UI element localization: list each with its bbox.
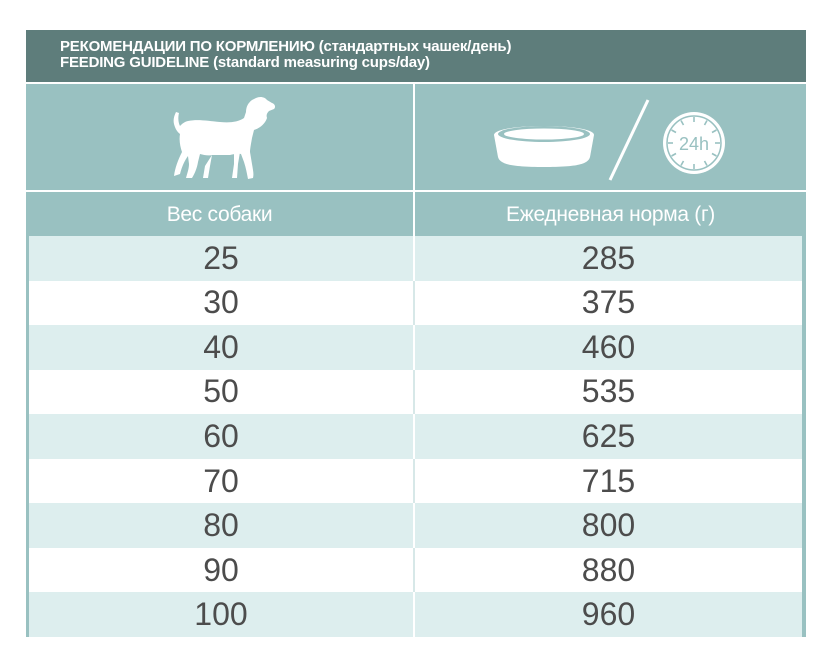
weight-cell: 50 bbox=[203, 373, 239, 410]
divider bbox=[26, 190, 806, 192]
title-line-en: FEEDING GUIDELINE (standard measuring cu… bbox=[60, 55, 806, 71]
header-weight: Вес собаки bbox=[166, 203, 273, 226]
bowl-icon bbox=[494, 126, 594, 167]
feeding-guideline-card: РЕКОМЕНДАЦИИ ПО КОРМЛЕНИЮ (стандартных ч… bbox=[26, 30, 806, 637]
amount-cell: 460 bbox=[581, 328, 636, 365]
weight-cell: 70 bbox=[203, 462, 239, 499]
table-row: 50 535 bbox=[29, 369, 802, 415]
weight-cell: 40 bbox=[203, 328, 239, 365]
header-daily-amount: Ежедневная норма (г) bbox=[506, 203, 715, 226]
amount-cell: 535 bbox=[581, 373, 636, 410]
title-en-main: FEEDING GUIDELINE bbox=[60, 54, 210, 71]
column-divider bbox=[413, 280, 415, 326]
header-row: Вес собаки Ежедневная норма (г) bbox=[26, 192, 806, 236]
column-divider bbox=[413, 236, 415, 281]
column-divider bbox=[413, 192, 415, 236]
column-divider bbox=[413, 458, 415, 504]
icon-row: 24h bbox=[26, 84, 806, 190]
amount-cell: 880 bbox=[581, 551, 636, 588]
data-table: 25 285 30 375 40 460 50 535 60 625 70 715 80 800 90 880… bbox=[29, 236, 802, 637]
weight-cell: 30 bbox=[203, 284, 239, 321]
weight-cell: 25 bbox=[203, 239, 239, 276]
title-line-ru: РЕКОМЕНДАЦИИ ПО КОРМЛЕНИЮ (стандартных ч… bbox=[60, 39, 806, 55]
column-divider bbox=[413, 547, 415, 593]
amount-cell: 960 bbox=[581, 596, 636, 633]
column-divider bbox=[413, 592, 415, 637]
title-en-sub: (standard measuring cups/day) bbox=[209, 54, 430, 71]
table-row: 40 460 bbox=[29, 325, 802, 370]
weight-cell: 90 bbox=[203, 551, 239, 588]
table-row: 60 625 bbox=[29, 414, 802, 459]
weight-cell: 100 bbox=[194, 596, 248, 633]
table-row: 70 715 bbox=[29, 458, 802, 504]
clock-label: 24h bbox=[679, 134, 709, 154]
column-divider bbox=[413, 503, 415, 548]
table-row: 25 285 bbox=[29, 236, 802, 281]
column-divider bbox=[413, 369, 415, 415]
amount-cell: 375 bbox=[581, 284, 636, 321]
table-row: 80 800 bbox=[29, 503, 802, 548]
table-row: 30 375 bbox=[29, 280, 802, 326]
title-ru-sub: (стандартных чашек/день) bbox=[314, 38, 512, 55]
column-divider bbox=[413, 414, 415, 459]
table-row: 90 880 bbox=[29, 547, 802, 593]
table-row: 100 960 bbox=[29, 592, 802, 637]
weight-cell: 80 bbox=[203, 507, 239, 544]
dog-icon bbox=[173, 96, 276, 179]
title-ru-main: РЕКОМЕНДАЦИИ ПО КОРМЛЕНИЮ bbox=[60, 38, 315, 55]
amount-cell: 800 bbox=[581, 507, 636, 544]
title-bar: РЕКОМЕНДАЦИИ ПО КОРМЛЕНИЮ (стандартных ч… bbox=[26, 30, 806, 82]
amount-cell: 625 bbox=[581, 417, 636, 454]
clock-24h-icon: 24h bbox=[663, 112, 725, 174]
amount-cell: 285 bbox=[581, 239, 636, 276]
weight-cell: 60 bbox=[203, 417, 239, 454]
column-divider bbox=[413, 325, 415, 370]
column-divider bbox=[413, 84, 415, 190]
divider bbox=[26, 82, 806, 84]
slash-icon bbox=[608, 99, 650, 181]
amount-cell: 715 bbox=[581, 462, 636, 499]
